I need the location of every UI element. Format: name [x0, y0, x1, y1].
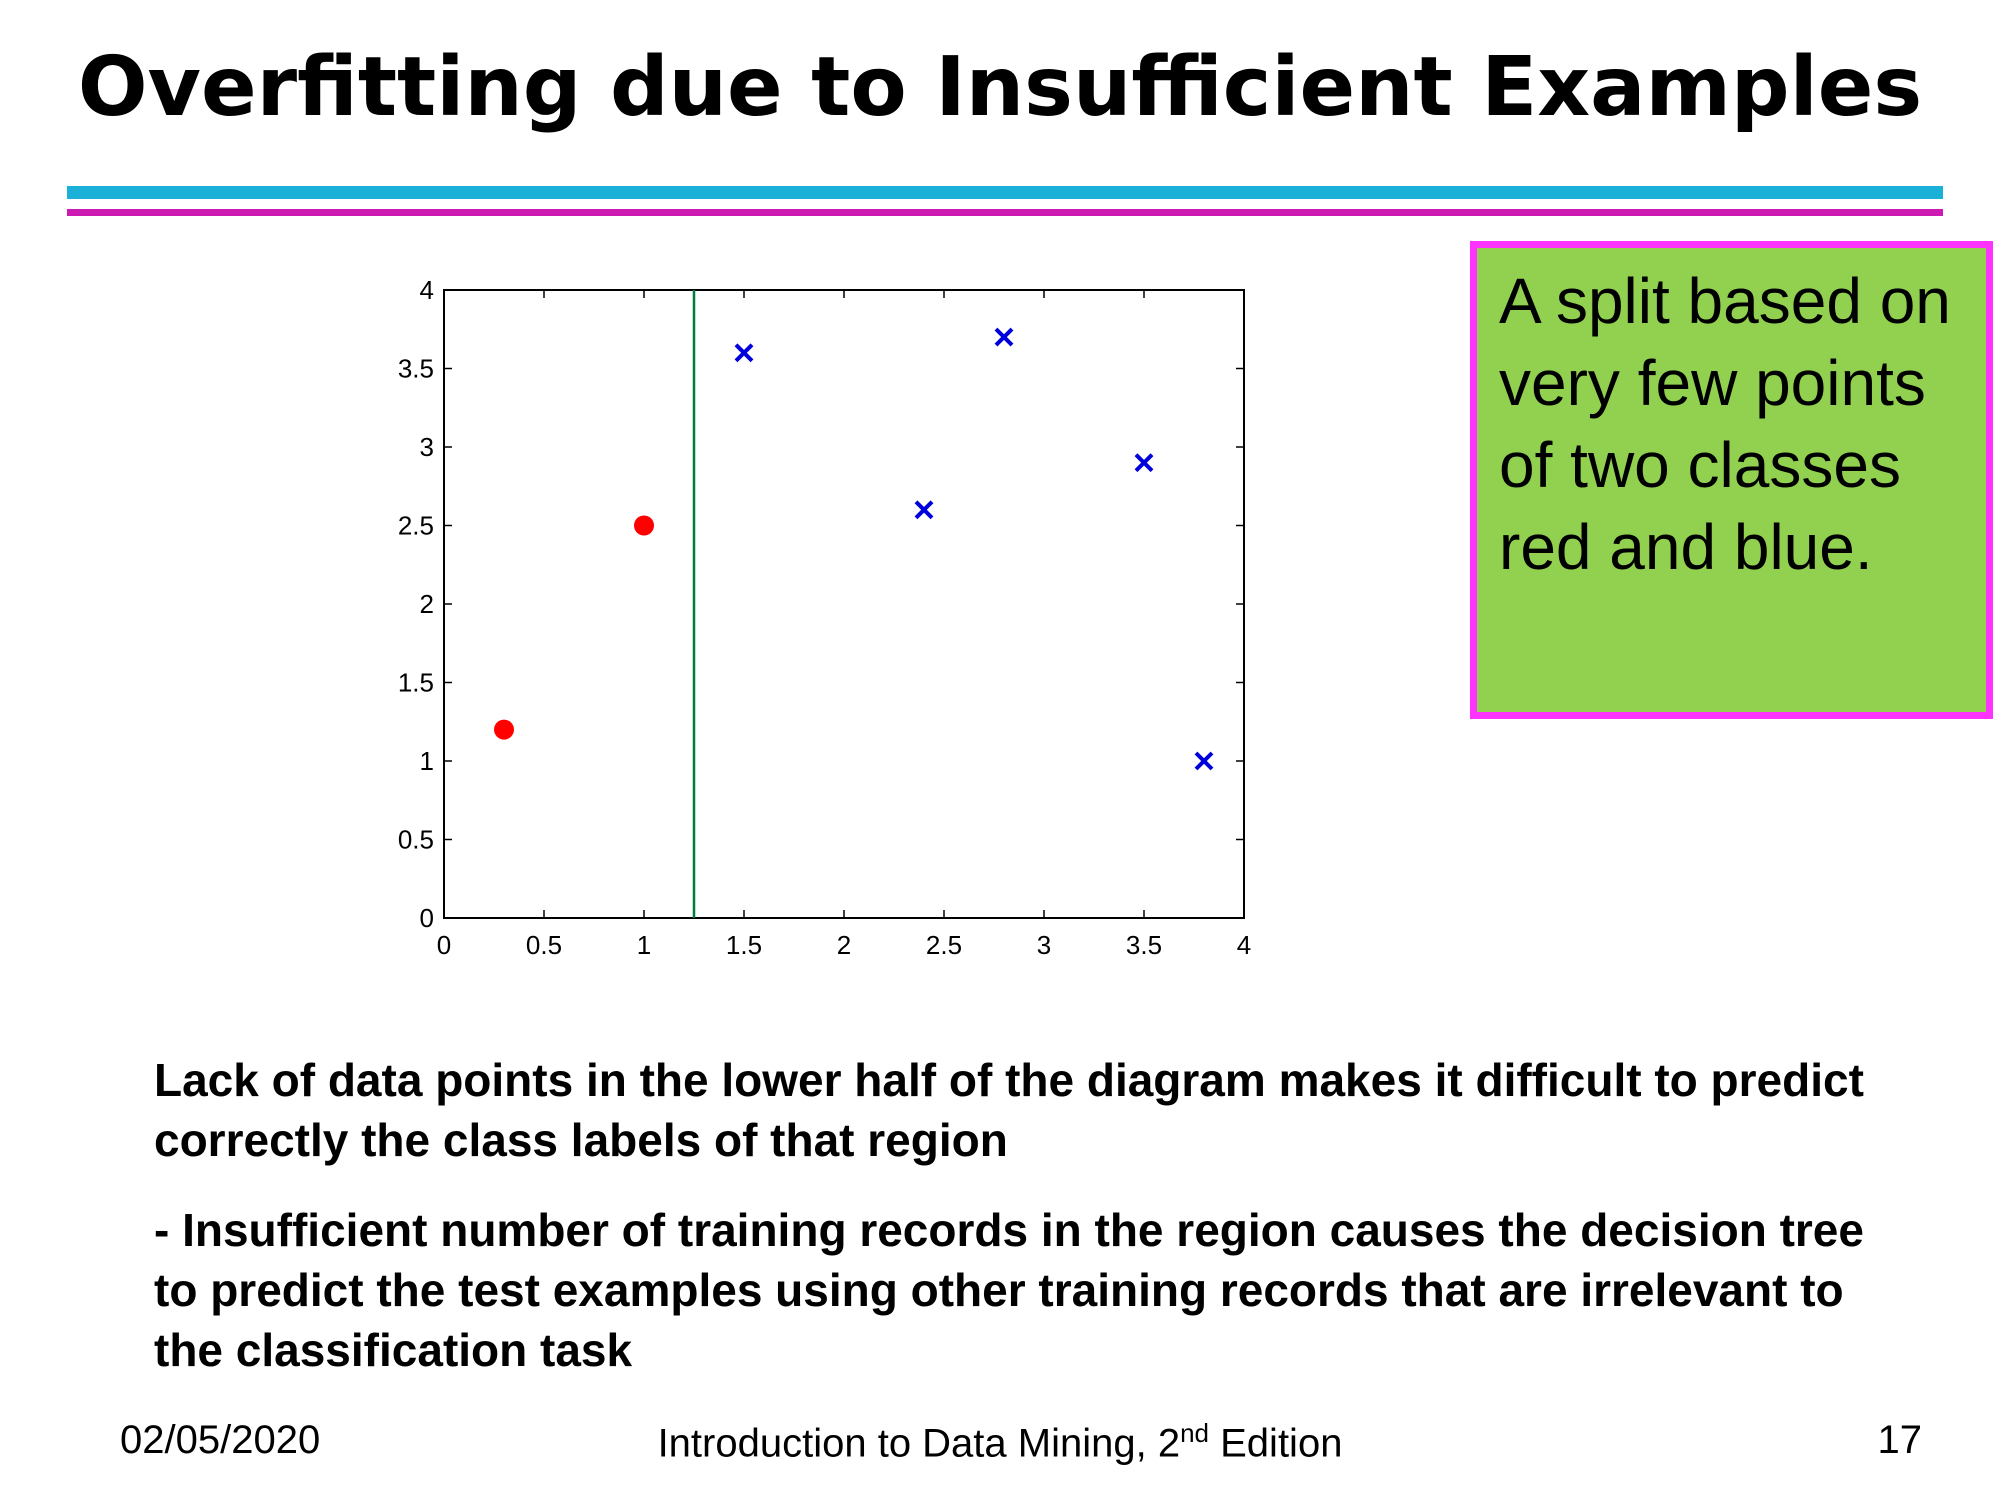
y-tick-label: 3.5 — [398, 354, 434, 384]
footer-book-title: Introduction to Data Mining, 2nd Edition — [0, 1418, 2000, 1466]
scatter-chart: 0 0.5 1 1.5 2 2.5 3 3.5 4 0 0.5 1 1.5 2 2.5 3 3.5 4 — [398, 275, 1251, 960]
x-tick-label: 1 — [637, 930, 651, 960]
x-tick-label: 4 — [1237, 930, 1251, 960]
footer-page-number: 17 — [1877, 1418, 1923, 1462]
y-tick-label: 4 — [420, 275, 434, 305]
y-tick-label: 1 — [420, 746, 434, 776]
y-tick-label: 1.5 — [398, 668, 434, 698]
slide-title: Overfitting due to Insufficient Examples — [77, 40, 1923, 135]
y-tick-label: 2 — [420, 589, 434, 619]
title-rule-magenta — [67, 209, 1943, 216]
x-tick-label: 3.5 — [1126, 930, 1162, 960]
y-tick-label: 0.5 — [398, 825, 434, 855]
paragraph-lack-of-data: Lack of data points in the lower half of… — [154, 1054, 1864, 1166]
blue-class-point — [734, 343, 754, 363]
footer-book-prefix: Introduction to Data Mining, 2 — [657, 1421, 1181, 1466]
blue-class-point — [914, 500, 934, 520]
x-tick-label: 0 — [437, 930, 451, 960]
x-tick-label: 0.5 — [526, 930, 562, 960]
note-text: A split based on very few points of two … — [1499, 265, 1951, 583]
footer-book-suffix: Edition — [1209, 1421, 1343, 1466]
plot-frame — [443, 289, 1245, 919]
footer-book-sup: nd — [1180, 1418, 1210, 1448]
x-marker-stroke — [994, 327, 1014, 347]
paragraph-insufficient-records: - Insufficient number of training record… — [154, 1204, 1864, 1376]
y-tick-label: 2.5 — [398, 511, 434, 541]
x-marker-stroke — [1134, 453, 1154, 473]
blue-class-point — [994, 327, 1014, 347]
x-tick-label: 1.5 — [726, 930, 762, 960]
x-marker-stroke — [914, 500, 934, 520]
x-tick-label: 2.5 — [926, 930, 962, 960]
red-class-point — [494, 719, 514, 740]
note-callout: A split based on very few points of two … — [1470, 241, 1993, 719]
x-tick-label: 3 — [1037, 930, 1051, 960]
x-marker-stroke — [1194, 751, 1214, 771]
title-rule-cyan — [67, 186, 1943, 199]
x-tick-label: 2 — [837, 930, 851, 960]
y-tick-label: 0 — [420, 903, 434, 933]
blue-class-point — [1134, 453, 1154, 473]
red-class-point — [634, 515, 654, 536]
blue-class-point — [1194, 751, 1214, 771]
x-marker-stroke — [734, 343, 754, 363]
footer-date: 02/05/2020 — [120, 1418, 321, 1462]
y-tick-label: 3 — [420, 432, 434, 462]
